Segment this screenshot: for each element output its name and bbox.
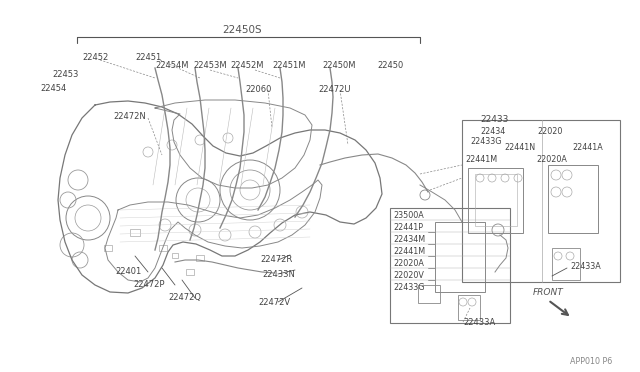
Text: 22453M: 22453M xyxy=(193,61,227,70)
Bar xyxy=(130,229,140,236)
Text: 22472U: 22472U xyxy=(318,85,351,94)
Text: 22450: 22450 xyxy=(377,61,403,70)
Text: 22454M: 22454M xyxy=(155,61,189,70)
Text: 22472N: 22472N xyxy=(113,112,146,121)
Text: 22452: 22452 xyxy=(82,53,108,62)
Text: 22020A: 22020A xyxy=(536,155,567,164)
Bar xyxy=(475,174,517,226)
Text: FRONT: FRONT xyxy=(533,288,564,297)
Text: 22472P: 22472P xyxy=(133,280,164,289)
Text: 22433A: 22433A xyxy=(570,262,601,271)
Text: 22472V: 22472V xyxy=(258,298,290,307)
Text: 22020V: 22020V xyxy=(393,271,424,280)
Bar xyxy=(390,208,510,323)
Text: 22020A: 22020A xyxy=(393,259,424,268)
Bar xyxy=(462,120,620,282)
Text: 22472R: 22472R xyxy=(260,255,292,264)
Bar xyxy=(548,165,598,233)
Text: 22401: 22401 xyxy=(115,267,141,276)
Text: 22434M: 22434M xyxy=(393,235,425,244)
Bar xyxy=(186,269,194,275)
Bar xyxy=(172,253,178,258)
Text: 22451M: 22451M xyxy=(272,61,305,70)
Bar xyxy=(552,248,580,280)
Text: 22433: 22433 xyxy=(481,115,509,124)
Bar xyxy=(159,245,167,251)
Text: 22441P: 22441P xyxy=(393,223,423,232)
Text: APP010 P6: APP010 P6 xyxy=(570,357,612,366)
Text: 22434: 22434 xyxy=(480,127,505,136)
Bar xyxy=(418,285,440,303)
Text: 22454: 22454 xyxy=(40,84,67,93)
Bar xyxy=(104,245,112,251)
Text: 22450S: 22450S xyxy=(222,25,262,35)
Text: 22433G: 22433G xyxy=(470,137,502,146)
Text: 22441A: 22441A xyxy=(572,143,603,152)
Bar xyxy=(435,222,485,292)
Text: 22453: 22453 xyxy=(52,70,78,79)
Text: 22450M: 22450M xyxy=(322,61,355,70)
Text: 22441N: 22441N xyxy=(504,143,535,152)
Text: 22433A: 22433A xyxy=(463,318,495,327)
Bar xyxy=(468,168,523,233)
Text: 22452M: 22452M xyxy=(230,61,264,70)
Bar xyxy=(458,295,480,320)
Text: 22472Q: 22472Q xyxy=(168,293,201,302)
Text: 23500A: 23500A xyxy=(393,211,424,220)
Bar xyxy=(196,255,204,261)
Text: 22441M: 22441M xyxy=(393,247,425,256)
Text: 22451: 22451 xyxy=(135,53,161,62)
Text: 22060: 22060 xyxy=(245,85,271,94)
Text: 22020: 22020 xyxy=(537,127,563,136)
Text: 22433G: 22433G xyxy=(393,283,424,292)
Text: 22433N: 22433N xyxy=(262,270,295,279)
Text: 22441M: 22441M xyxy=(465,155,497,164)
